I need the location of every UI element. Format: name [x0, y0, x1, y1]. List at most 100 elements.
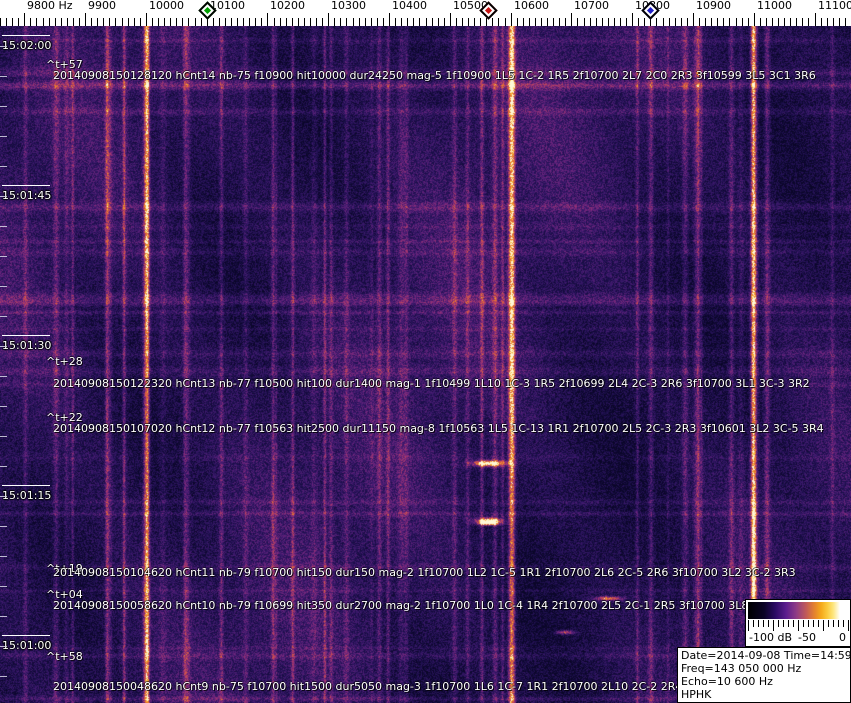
freq-tick-minor — [79, 18, 80, 26]
freq-axis-label: 10900 — [696, 0, 731, 12]
freq-tick-minor — [766, 18, 767, 26]
freq-tick-minor — [413, 18, 414, 26]
time-minor-tick — [0, 646, 7, 647]
freq-tick-minor — [535, 18, 536, 26]
event-detection-row: 20140908150058620 hCnt10 nb-79 f10699 hi… — [53, 599, 803, 612]
colorbar-tick-minor — [783, 620, 784, 627]
freq-tick-minor — [310, 18, 311, 26]
time-minor-tick — [0, 676, 7, 677]
spectrogram-canvas[interactable] — [0, 26, 851, 703]
colorbar-tick-minor — [818, 620, 819, 627]
freq-tick-major — [632, 13, 633, 26]
time-minor-tick — [0, 196, 7, 197]
freq-tick-minor — [55, 18, 56, 26]
time-minor-tick — [0, 556, 7, 557]
freq-tick-minor — [742, 18, 743, 26]
time-minor-tick — [0, 46, 7, 47]
freq-tick-minor — [359, 18, 360, 26]
freq-axis-label: 10000 — [149, 0, 184, 12]
freq-tick-minor — [626, 18, 627, 26]
freq-tick-minor — [43, 18, 44, 26]
freq-axis-label: 9900 — [88, 0, 116, 12]
freq-tick-minor — [541, 18, 542, 26]
freq-tick-minor — [577, 18, 578, 26]
freq-tick-minor — [717, 18, 718, 26]
freq-tick-minor — [444, 18, 445, 26]
time-minor-tick — [0, 526, 7, 527]
freq-tick-minor — [292, 18, 293, 26]
freq-tick-minor — [152, 18, 153, 26]
freq-tick-minor — [644, 18, 645, 26]
event-time-tag: ^t+58 — [46, 650, 83, 663]
freq-tick-minor — [158, 18, 159, 26]
freq-axis-label: 10600 — [514, 0, 549, 12]
freq-tick-minor — [109, 18, 110, 26]
colorbar-tick-minor — [838, 620, 839, 627]
colorbar-label-max: 0 — [839, 631, 846, 644]
time-minor-tick — [0, 256, 7, 257]
colorbar-tick-major — [848, 620, 849, 631]
freq-tick-minor — [772, 18, 773, 26]
time-minor-tick — [0, 226, 7, 227]
event-detection-row: 20140908150104620 hCnt11 nb-79 f10700 hi… — [53, 566, 796, 579]
freq-tick-major — [511, 13, 512, 26]
colorbar-tick-minor — [843, 620, 844, 627]
time-minor-tick — [0, 616, 7, 617]
freq-tick-minor — [134, 18, 135, 26]
colorbar-tick-minor — [803, 620, 804, 627]
time-minor-tick — [0, 436, 7, 437]
freq-tick-minor — [201, 18, 202, 26]
freq-tick-minor — [517, 18, 518, 26]
freq-tick-minor — [784, 18, 785, 26]
time-minor-tick — [0, 286, 7, 287]
time-minor-tick — [0, 406, 7, 407]
time-minor-tick — [0, 466, 7, 467]
freq-tick-minor — [280, 18, 281, 26]
freq-tick-minor — [286, 18, 287, 26]
freq-tick-minor — [492, 18, 493, 26]
colorbar: -100 dB -50 0 — [745, 599, 851, 647]
freq-tick-minor — [802, 18, 803, 26]
spectrogram-panel[interactable] — [0, 26, 851, 703]
freq-tick-minor — [182, 18, 183, 26]
info-station: HPHK — [681, 688, 712, 701]
colorbar-tick-minor — [813, 620, 814, 627]
freq-tick-minor — [608, 18, 609, 26]
freq-tick-minor — [261, 18, 262, 26]
freq-tick-minor — [480, 18, 481, 26]
time-minor-tick — [0, 316, 7, 317]
freq-tick-minor — [620, 18, 621, 26]
colorbar-tick-minor — [778, 620, 779, 627]
colorbar-tick-major — [748, 620, 749, 631]
freq-tick-major — [693, 13, 694, 26]
freq-tick-minor — [845, 18, 846, 26]
freq-tick-minor — [103, 18, 104, 26]
freq-tick-major — [328, 13, 329, 26]
time-axis-rule — [2, 335, 50, 336]
colorbar-tick-minor — [768, 620, 769, 627]
freq-tick-minor — [602, 18, 603, 26]
freq-tick-minor — [486, 18, 487, 26]
freq-tick-minor — [833, 18, 834, 26]
time-minor-tick — [0, 136, 7, 137]
event-time-tag: ^t+57 — [46, 58, 83, 71]
freq-tick-minor — [596, 18, 597, 26]
time-minor-tick — [0, 496, 7, 497]
freq-tick-minor — [711, 18, 712, 26]
freq-tick-minor — [91, 18, 92, 26]
colorbar-tick-minor — [793, 620, 794, 627]
freq-axis-label: 10100 — [210, 0, 245, 12]
freq-tick-major — [754, 13, 755, 26]
event-time-tag: ^t+28 — [46, 355, 83, 368]
freq-tick-minor — [498, 18, 499, 26]
freq-tick-minor — [553, 18, 554, 26]
freq-tick-minor — [255, 18, 256, 26]
freq-tick-minor — [97, 18, 98, 26]
freq-tick-minor — [438, 18, 439, 26]
freq-tick-minor — [140, 18, 141, 26]
freq-tick-minor — [736, 18, 737, 26]
freq-axis-label: 10200 — [270, 0, 305, 12]
event-detection-row: 20140908150048620 hCnt9 nb-75 f10700 hit… — [53, 680, 774, 693]
freq-tick-minor — [164, 18, 165, 26]
freq-tick-minor — [122, 18, 123, 26]
